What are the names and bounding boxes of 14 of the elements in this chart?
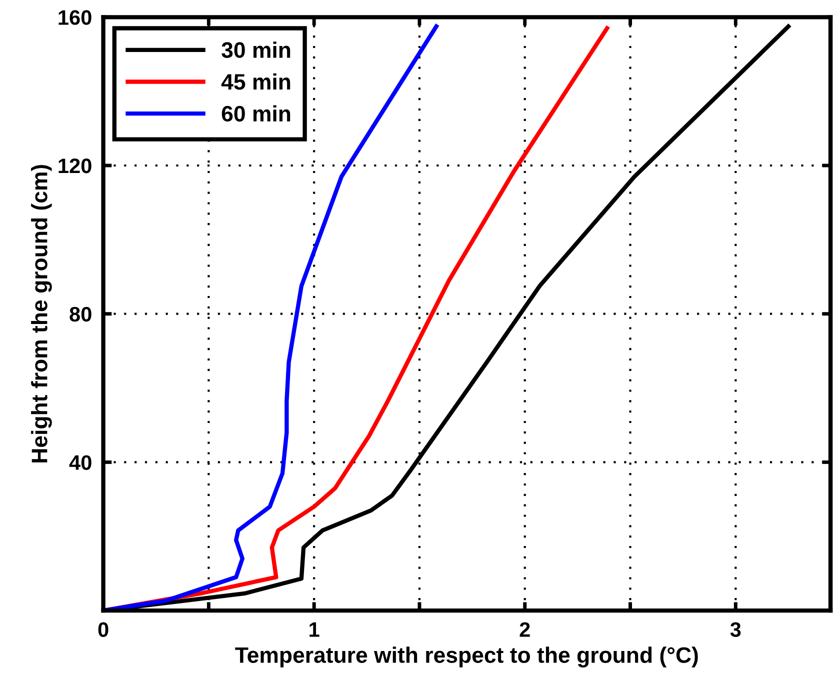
y-tick-label: 120 [58, 158, 92, 174]
y-tick-label: 160 [58, 10, 92, 25]
x-tick-label: 2 [520, 622, 530, 637]
x-tick-label: 1 [310, 622, 320, 637]
y-axis-title: Height from the ground (cm) [31, 164, 52, 462]
legend-label: 45 min [221, 73, 290, 90]
x-tick-label: 3 [730, 622, 741, 637]
x-tick-label: 0 [98, 622, 108, 637]
x-axis-title: Temperature with respect to the ground (°C) [235, 646, 698, 668]
y-tick-label: 80 [70, 306, 92, 322]
legend-label: 30 min [222, 42, 290, 58]
legend-label: 60 min [222, 105, 290, 122]
line-series [103, 24, 438, 611]
y-tick-label: 40 [69, 455, 92, 470]
